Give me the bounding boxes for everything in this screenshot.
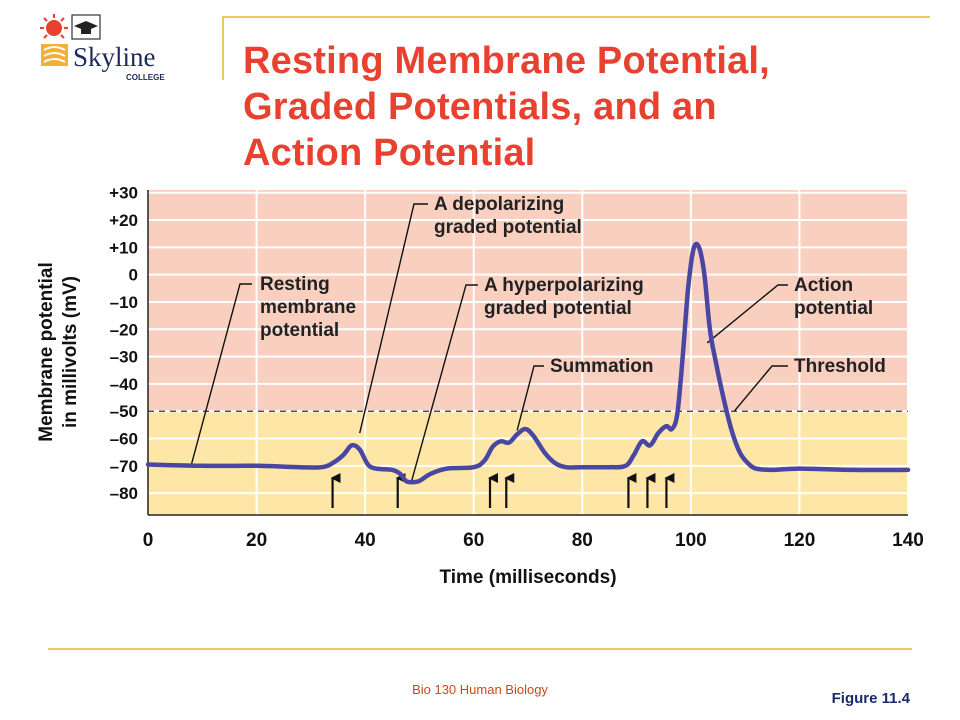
y-tick-label: –60 <box>110 430 138 449</box>
annotation-leader-action-potential <box>706 284 788 344</box>
y-tick-label: –20 <box>110 320 138 339</box>
membrane-potential-trace <box>145 241 911 485</box>
membrane-potential-chart: +30 +20 +10 0 –10 –20 –30 –40 –50 –60 –70 –80 0 20 40 6… <box>36 184 924 588</box>
y-tick-label: +10 <box>109 238 138 257</box>
above-threshold-band <box>148 190 908 412</box>
x-tick-label: 20 <box>246 530 267 551</box>
book-icon <box>41 44 68 66</box>
y-tick-label: –40 <box>110 375 138 394</box>
annotation-label-hyperpolarizing: A hyperpolarizing graded potential <box>484 275 644 319</box>
below-threshold-band <box>148 411 908 515</box>
y-tick-label: –70 <box>110 457 138 476</box>
annotation-label-depolarizing: A depolarizing graded potential <box>434 194 582 238</box>
x-axis-title: Time (milliseconds) <box>439 567 616 588</box>
x-tick-label: 80 <box>572 530 593 551</box>
y-tick-label: –10 <box>110 293 138 312</box>
x-tick-label: 0 <box>143 530 154 551</box>
logo-subtitle: COLLEGE <box>126 73 165 82</box>
y-tick-label: +30 <box>109 184 138 203</box>
annotation-leader-depolarizing <box>359 203 428 434</box>
y-tick-label: 0 <box>129 266 138 285</box>
bottom-rule <box>48 648 912 650</box>
x-tick-label: 140 <box>892 530 924 551</box>
logo-name: Skyline <box>73 42 156 72</box>
annotation-leader-threshold <box>733 365 788 412</box>
annotation-leader-summation <box>516 365 544 431</box>
annotation-label-summation: Summation <box>550 356 653 377</box>
x-tick-label: 40 <box>355 530 376 551</box>
slide-title: Resting Membrane Potential, Graded Poten… <box>243 40 770 174</box>
college-logo: Skyline COLLEGE <box>40 14 165 82</box>
figure-label: Figure 11.4 <box>831 690 910 707</box>
annotation-leader-resting <box>190 283 252 465</box>
y-tick-label: +20 <box>109 211 138 230</box>
side-rule <box>222 16 224 80</box>
y-tick-label: –30 <box>110 348 138 367</box>
y-tick-label: –50 <box>110 402 138 421</box>
x-tick-label: 60 <box>463 530 484 551</box>
annotation-label-resting: Resting membrane potential <box>260 274 356 341</box>
annotation-label-threshold: Threshold <box>794 356 886 377</box>
course-footer: Bio 130 Human Biology <box>412 682 548 697</box>
annotation-label-action-potential: Action potential <box>794 275 873 319</box>
x-tick-label: 120 <box>784 530 816 551</box>
y-tick-label: –80 <box>110 484 138 503</box>
y-axis-title-line1: Membrane potential <box>36 262 57 441</box>
annotation-leader-hyperpolarizing <box>410 284 478 483</box>
sun-emblem-icon <box>40 14 68 39</box>
graduation-cap-icon <box>71 14 101 40</box>
y-axis-title-line2: in millivolts (mV) <box>60 276 81 428</box>
top-rule <box>222 16 930 18</box>
x-tick-label: 100 <box>675 530 707 551</box>
